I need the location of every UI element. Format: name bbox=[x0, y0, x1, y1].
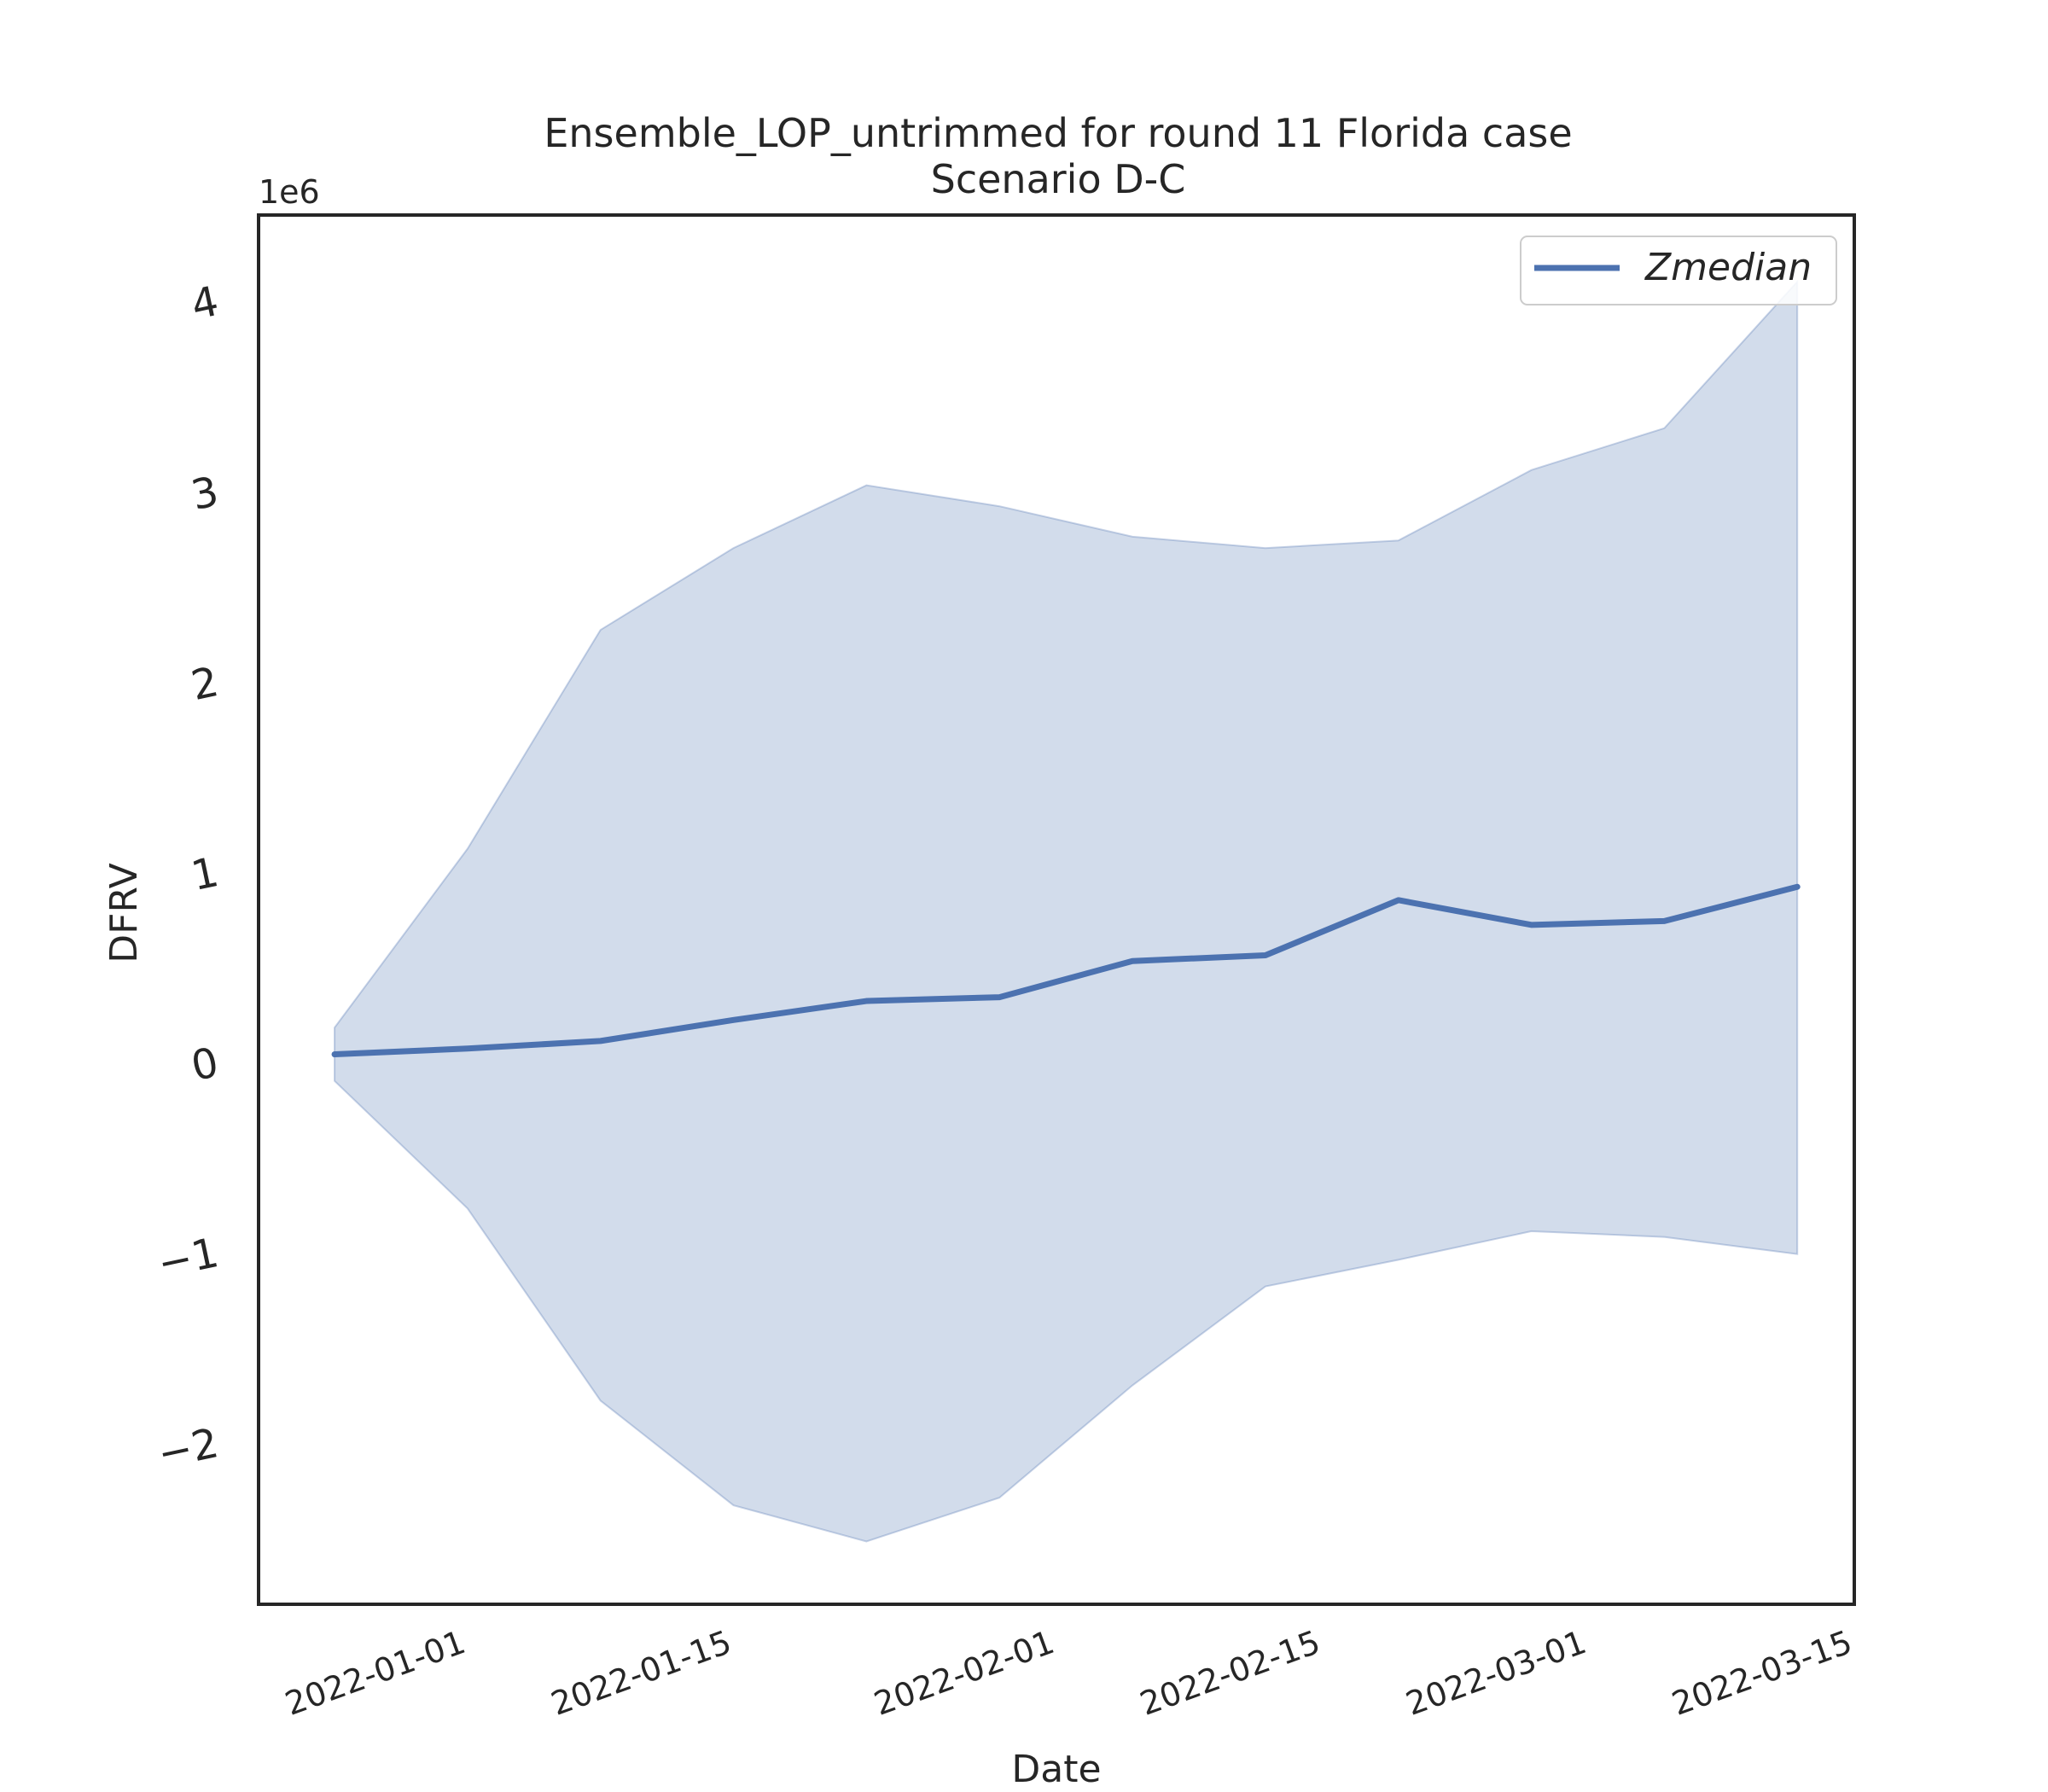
x-tick-label: 2022-02-01 bbox=[870, 1623, 1060, 1723]
legend-label-zmedian: Zmedian bbox=[1644, 246, 1812, 289]
series-line-zmedian bbox=[331, 883, 1801, 1057]
y-tick-label: 3 bbox=[187, 468, 223, 520]
data-point bbox=[997, 995, 1002, 1000]
x-tick-label: 2022-02-15 bbox=[1135, 1623, 1325, 1723]
confidence-band bbox=[334, 279, 1799, 1543]
data-point bbox=[1130, 958, 1135, 963]
data-point bbox=[1795, 884, 1800, 889]
data-point bbox=[731, 1017, 736, 1022]
x-tick-labels: 2022-01-01 2022-01-15 2022-02-01 2022-02-15… bbox=[280, 1623, 1857, 1723]
y-tick-label: −2 bbox=[154, 1419, 223, 1478]
y-tick-label: 1 bbox=[187, 848, 223, 900]
data-point bbox=[1263, 953, 1268, 958]
data-point bbox=[1661, 918, 1667, 923]
plot-frame bbox=[257, 213, 1856, 1606]
y-axis-label: DFRV bbox=[102, 863, 146, 963]
legend-box bbox=[1520, 236, 1837, 305]
y-tick-labels: −2 −1 0 1 2 3 4 bbox=[154, 277, 223, 1479]
data-point bbox=[598, 1039, 603, 1044]
y-offset-label: 1e6 bbox=[259, 173, 320, 211]
data-point bbox=[1529, 922, 1534, 928]
x-tick-label: 2022-03-01 bbox=[1401, 1623, 1591, 1723]
x-tick-label: 2022-01-15 bbox=[546, 1623, 736, 1723]
data-point bbox=[332, 1051, 337, 1056]
data-point bbox=[465, 1046, 470, 1051]
y-tick-label: 0 bbox=[187, 1039, 223, 1091]
chart-title: Ensemble_LOP_untrimmed for round 11 Flor… bbox=[544, 110, 1572, 156]
legend: Zmedian bbox=[1520, 236, 1837, 305]
y-tick-label: −1 bbox=[154, 1229, 223, 1288]
x-tick-label: 2022-03-15 bbox=[1667, 1623, 1858, 1723]
y-tick-label: 4 bbox=[187, 277, 223, 329]
x-axis-label: Date bbox=[1011, 1748, 1101, 1791]
x-tick-label: 2022-01-01 bbox=[280, 1623, 470, 1723]
plot-area bbox=[331, 279, 1801, 1543]
data-point bbox=[1396, 898, 1401, 903]
y-tick-label: 2 bbox=[187, 658, 223, 710]
data-point bbox=[864, 998, 869, 1004]
chart-subtitle: Scenario D-C bbox=[931, 156, 1186, 202]
